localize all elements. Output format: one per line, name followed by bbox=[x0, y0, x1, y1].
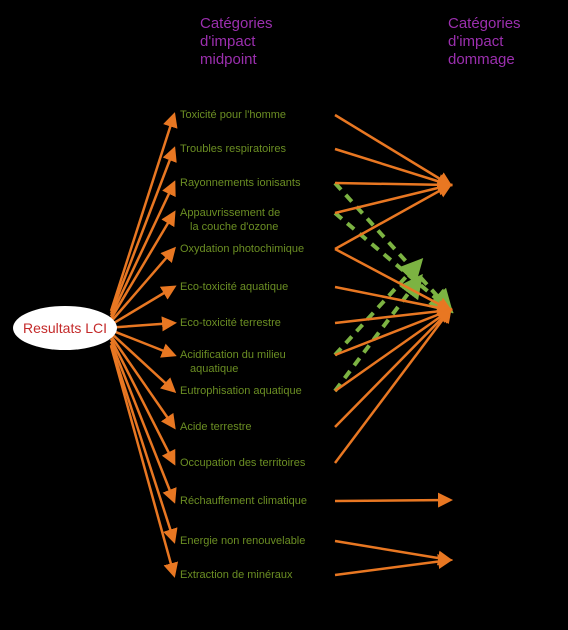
arrow-midpoint-to-damage bbox=[335, 185, 450, 249]
arrow-midpoint-to-damage-dashed bbox=[335, 213, 450, 310]
midpoint-label: Appauvrissement de bbox=[180, 207, 280, 219]
midpoint-label: Oxydation photochimique bbox=[180, 243, 304, 255]
midpoint-label: Acidification du milieu bbox=[180, 349, 286, 361]
midpoint-label-line2: aquatique bbox=[190, 363, 238, 375]
midpoint-label: Eco-toxicité terrestre bbox=[180, 317, 281, 329]
arrow-midpoint-to-damage bbox=[335, 185, 450, 213]
midpoint-label: Toxicité pour l'homme bbox=[180, 109, 286, 121]
impact-diagram: Resultats LCI Toxicité pour l'homme Troubl… bbox=[0, 0, 568, 630]
header-text: dommage bbox=[448, 51, 515, 68]
arrow-source-to-midpoint bbox=[111, 183, 174, 316]
header-text: midpoint bbox=[200, 51, 258, 68]
midpoint-label-line2: la couche d'ozone bbox=[190, 221, 278, 233]
damage-arrows bbox=[335, 115, 450, 575]
green-dashed-arrows bbox=[335, 183, 450, 391]
headers: Catégoriesd'impactmidpointCatégoriesd'im… bbox=[200, 15, 521, 68]
nodes: Resultats LCI Toxicité pour l'homme Troubl… bbox=[13, 109, 307, 581]
arrow-source-to-midpoint bbox=[111, 323, 174, 328]
header-text: Catégories bbox=[200, 15, 273, 32]
header-text: d'impact bbox=[448, 33, 504, 50]
midpoint-label: Réchauffement climatique bbox=[180, 495, 307, 507]
arrow-source-to-midpoint bbox=[111, 342, 174, 501]
midpoint-label: Troubles respiratoires bbox=[180, 143, 286, 155]
midpoint-label: Eutrophisation aquatique bbox=[180, 385, 302, 397]
arrow-midpoint-to-damage bbox=[335, 249, 450, 310]
arrow-midpoint-to-damage bbox=[335, 149, 450, 185]
arrow-midpoint-to-damage bbox=[335, 115, 450, 185]
source-arrows bbox=[111, 115, 174, 575]
source-label: Resultats LCI bbox=[23, 320, 107, 336]
midpoint-label: Extraction de minéraux bbox=[180, 569, 293, 581]
arrow-midpoint-to-damage bbox=[335, 560, 450, 575]
arrow-midpoint-to-damage bbox=[335, 310, 450, 427]
arrow-source-to-midpoint bbox=[111, 149, 174, 314]
midpoint-label: Occupation des territoires bbox=[180, 457, 306, 469]
midpoint-label: Rayonnements ionisants bbox=[180, 177, 301, 189]
header-text: d'impact bbox=[200, 33, 256, 50]
arrow-source-to-midpoint bbox=[111, 287, 174, 325]
midpoint-label: Energie non renouvelable bbox=[180, 535, 305, 547]
midpoint-label: Eco-toxicité aquatique bbox=[180, 281, 288, 293]
midpoint-label: Acide terrestre bbox=[180, 421, 252, 433]
arrow-midpoint-to-damage bbox=[335, 183, 450, 185]
arrow-midpoint-to-damage bbox=[335, 541, 450, 560]
arrow-source-to-midpoint bbox=[111, 115, 174, 311]
arrow-midpoint-to-damage bbox=[335, 500, 450, 501]
header-text: Catégories bbox=[448, 15, 521, 32]
